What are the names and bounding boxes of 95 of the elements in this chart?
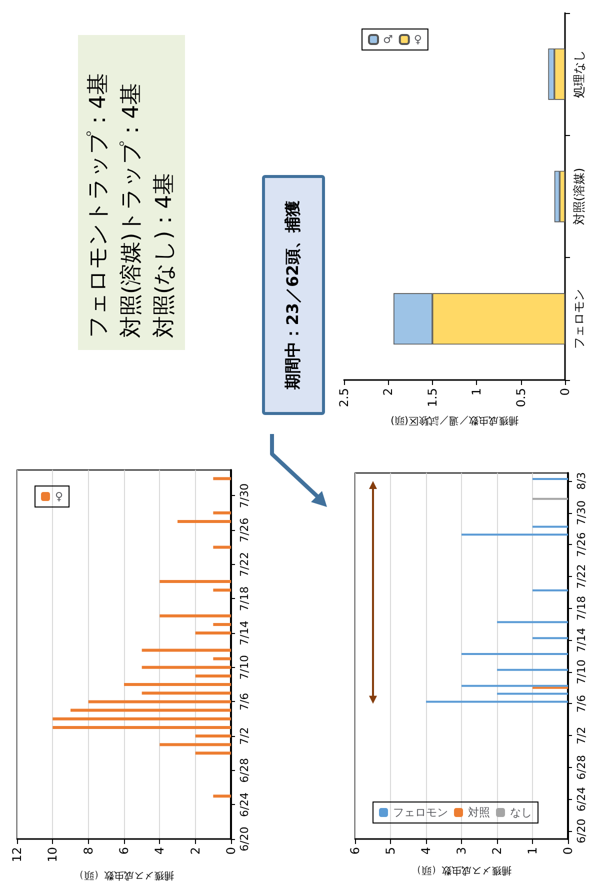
bar xyxy=(178,520,231,523)
y-tick-label: 7/6 xyxy=(575,694,588,713)
x-tick-label: 8 xyxy=(81,847,96,855)
bar xyxy=(532,589,568,592)
bar xyxy=(462,653,568,655)
y-tick-label: 7/30 xyxy=(238,483,251,508)
y-tick-label: 8/3 xyxy=(575,472,588,490)
text: フェロモントラップ：4基 xyxy=(85,72,112,338)
bar xyxy=(52,717,231,720)
bar xyxy=(195,734,231,738)
bar xyxy=(142,692,231,695)
bar xyxy=(426,700,568,703)
y-tick-label: 6/20 xyxy=(575,818,588,844)
y-tick-label: 7/18 xyxy=(238,586,251,612)
x-tick-label: 3 xyxy=(454,847,468,855)
bar xyxy=(195,632,231,635)
bar xyxy=(213,622,231,626)
x-tick-label: 6 xyxy=(348,847,362,855)
bar xyxy=(497,668,568,671)
y-tick-label: 7/2 xyxy=(238,727,251,745)
x-tick-label: 12 xyxy=(10,847,24,862)
y-tick-label: 7/2 xyxy=(575,726,588,744)
x-axis-title: 捕獲メス成虫数（頭） xyxy=(412,864,512,876)
bar xyxy=(532,686,568,689)
x-tick-label: 0 xyxy=(558,388,572,396)
y-tick-label: 7/14 xyxy=(238,620,251,646)
bar xyxy=(195,752,231,755)
bar xyxy=(497,621,568,624)
y-tick-label: 6/28 xyxy=(238,758,251,783)
text: 期間中：23／62頭、捕獲 xyxy=(265,178,322,412)
y-tick-label: 処理なし xyxy=(572,50,586,98)
bar xyxy=(497,692,568,695)
bar xyxy=(532,478,568,480)
bar xyxy=(213,588,231,592)
y-tick-label: 7/26 xyxy=(575,532,588,557)
bar xyxy=(195,674,231,678)
x-tick-label: 1 xyxy=(526,847,540,855)
legend-label: フェロモン xyxy=(393,806,448,819)
legend-label: なし xyxy=(510,806,532,819)
y-tick-label: 7/6 xyxy=(238,692,251,711)
bar xyxy=(52,726,231,729)
legend-label: ♀ xyxy=(414,33,422,46)
bar xyxy=(462,684,568,687)
y-tick-label: 7/10 xyxy=(575,660,588,684)
y-tick-label: フェロモン xyxy=(572,288,586,349)
y-tick-label: 6/28 xyxy=(575,755,588,780)
x-tick-label: 1 xyxy=(470,388,484,396)
x-tick-label: 5 xyxy=(384,847,398,855)
bar xyxy=(142,666,231,669)
y-tick-label: 6/20 xyxy=(238,826,251,852)
bar xyxy=(213,546,231,549)
y-tick-label: 7/22 xyxy=(575,564,588,589)
x-tick-label: 6 xyxy=(117,847,131,855)
y-tick-label: 7/30 xyxy=(575,500,588,526)
x-axis-title: 捕獲メス成虫数（頭） xyxy=(74,870,174,882)
x-tick-label: 2.5 xyxy=(337,388,351,408)
y-tick-label: 6/24 xyxy=(238,792,251,818)
y-tick-label: 6/24 xyxy=(575,786,588,812)
x-tick-label: 1.5 xyxy=(425,388,440,408)
y-tick-label: 対照(溶媒) xyxy=(572,168,586,226)
y-tick-label: 7/10 xyxy=(238,655,251,680)
x-axis-title: 捕獲成虫数／週／試験区(頭) xyxy=(390,414,518,426)
text: 対照(なし)：4基 xyxy=(151,172,178,338)
x-tick-label: 0 xyxy=(224,847,238,855)
x-tick-label: 0 xyxy=(561,847,575,855)
bar xyxy=(88,700,231,704)
bar xyxy=(213,511,231,514)
bar xyxy=(213,477,231,480)
bar xyxy=(70,708,231,712)
x-tick-label: 2 xyxy=(381,388,396,396)
y-tick-label: 7/14 xyxy=(575,628,588,652)
bar xyxy=(462,534,568,536)
y-tick-label: 7/22 xyxy=(238,552,251,577)
bar xyxy=(532,526,568,528)
legend-label: ♂ xyxy=(383,33,393,46)
bar xyxy=(160,743,231,746)
x-tick-label: 0.5 xyxy=(514,388,528,408)
bar xyxy=(160,580,231,584)
bar xyxy=(142,648,231,652)
x-tick-label: 2 xyxy=(490,847,504,855)
text: 対照(溶媒)トラップ：4基 xyxy=(118,82,145,338)
x-tick-label: 10 xyxy=(46,847,60,862)
legend-label: 対照 xyxy=(468,806,490,819)
x-tick-label: 2 xyxy=(188,847,202,855)
bar xyxy=(213,657,231,660)
legend-label: ♀ xyxy=(55,490,64,503)
bar xyxy=(160,614,231,618)
x-tick-label: 4 xyxy=(419,847,433,855)
y-tick-label: 7/26 xyxy=(238,518,251,542)
y-tick-label: 7/18 xyxy=(575,596,588,621)
bar xyxy=(532,498,568,500)
bar xyxy=(532,637,568,640)
bar xyxy=(213,794,231,798)
bar xyxy=(124,683,231,686)
x-tick-label: 4 xyxy=(152,847,167,855)
